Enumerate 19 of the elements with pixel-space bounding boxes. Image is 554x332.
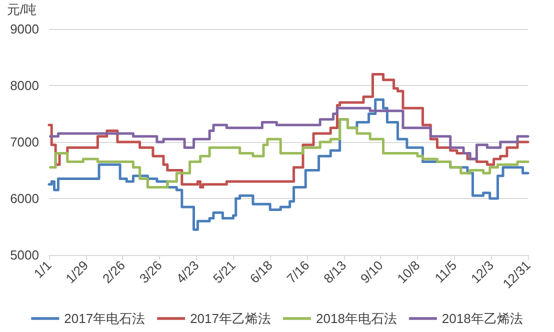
y-tick-label: 6000 <box>10 191 39 206</box>
legend-label: 2017年电石法 <box>64 311 146 326</box>
x-tick-label: 11/5 <box>432 258 460 286</box>
y-tick-label: 8000 <box>10 78 39 93</box>
y-tick-label: 5000 <box>10 248 39 262</box>
legend-label: 2018年乙烯法 <box>442 311 523 326</box>
x-tick-label: 4/23 <box>173 258 202 286</box>
x-tick-label: 7/16 <box>284 258 312 286</box>
x-tick-label: 8/13 <box>320 258 350 286</box>
legend-label: 2018年电石法 <box>316 311 397 326</box>
x-tick-label: 1/29 <box>62 258 92 286</box>
y-tick-label: 7000 <box>10 134 39 150</box>
x-tick-label: 6/18 <box>246 258 276 286</box>
y-tick-label: 9000 <box>10 22 39 36</box>
x-tick-label: 9/10 <box>357 258 386 286</box>
x-tick-label: 5/21 <box>210 258 239 286</box>
legend-label: 2017年乙烯法 <box>190 311 271 326</box>
x-tick-label: 3/26 <box>136 258 165 286</box>
y-axis-title: 元/吨 <box>7 2 37 17</box>
